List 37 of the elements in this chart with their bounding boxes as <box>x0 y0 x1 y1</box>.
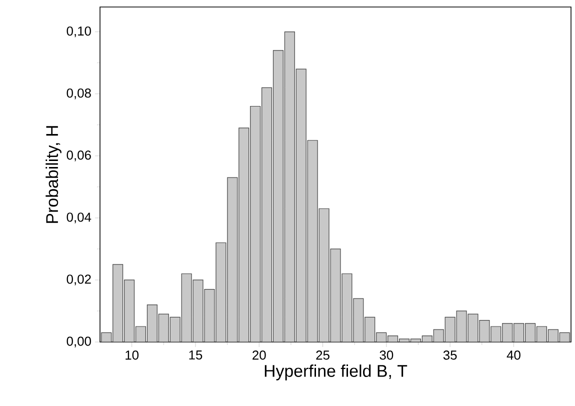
y-tick-label: 0,00 <box>66 336 91 348</box>
x-tick-label: 40 <box>506 350 520 360</box>
bar <box>514 323 524 342</box>
bar <box>262 87 272 342</box>
bar <box>342 273 352 342</box>
bar <box>525 323 536 342</box>
bar <box>181 273 192 342</box>
bar <box>364 316 376 342</box>
y-tick-label: 0,04 <box>66 212 92 224</box>
bar <box>238 128 250 342</box>
x-tick-label: 30 <box>380 350 394 360</box>
bar <box>307 140 318 342</box>
x-axis-title: Hyperfine field B, T <box>264 364 408 380</box>
bar <box>250 106 261 342</box>
bar <box>112 264 124 342</box>
bar <box>296 68 306 342</box>
bar <box>330 248 341 342</box>
bar <box>272 50 284 342</box>
y-tick-label: 0,06 <box>66 150 91 162</box>
bar <box>284 32 295 342</box>
y-tick-label: 0,08 <box>66 88 91 100</box>
bar <box>170 316 180 342</box>
bar <box>227 177 238 342</box>
bar <box>158 314 169 342</box>
bar <box>216 242 226 342</box>
x-tick-label: 10 <box>126 350 139 360</box>
bar <box>318 208 330 342</box>
bar <box>124 280 135 342</box>
y-tick-label: 0,10 <box>66 26 91 38</box>
x-tick-label: 20 <box>252 350 266 360</box>
bar <box>502 323 512 342</box>
x-tick-label: 35 <box>443 350 457 360</box>
y-axis-title: Probability, H <box>46 126 62 223</box>
x-tick-label: 25 <box>316 350 330 360</box>
y-tick-label: 0,02 <box>66 274 91 286</box>
bar <box>146 304 158 342</box>
x-tick-label: 15 <box>189 350 202 360</box>
